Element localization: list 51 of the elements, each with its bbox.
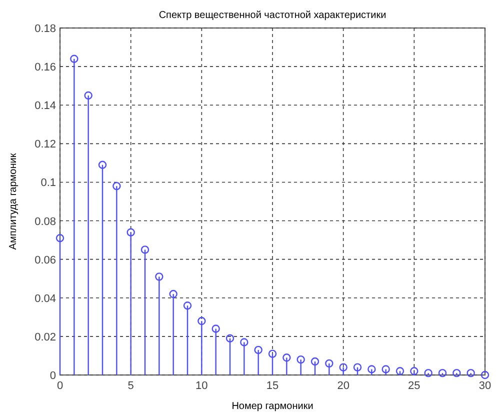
point — [480, 370, 490, 380]
point — [438, 368, 447, 378]
x-tick-label: 0 — [56, 380, 64, 392]
y-tick-label: 0.18 — [34, 23, 56, 35]
x-tick-label: 30 — [478, 380, 492, 392]
point — [452, 368, 461, 378]
point — [368, 365, 376, 374]
y-tick-label: 0.06 — [34, 254, 56, 266]
point — [140, 246, 150, 254]
point — [396, 367, 404, 376]
point — [353, 363, 362, 372]
point — [169, 290, 178, 298]
y-tick-label: 0.04 — [34, 292, 56, 305]
x-tick-label: 5 — [128, 380, 134, 392]
y-tick-label: 0.02 — [34, 331, 56, 344]
point — [240, 338, 248, 346]
point — [126, 228, 135, 236]
point — [70, 54, 78, 63]
point — [296, 355, 305, 364]
x-tick-label: 20 — [337, 380, 350, 392]
x-tick-label: 25 — [408, 380, 420, 392]
point — [98, 160, 107, 169]
point — [254, 346, 262, 354]
y-tick-label: 0.14 — [34, 100, 56, 112]
y-tick-label: 0.12 — [34, 138, 56, 151]
y-tick-label: 0 — [50, 370, 56, 382]
point — [282, 354, 291, 362]
x-axis-title: Номер гармоники — [232, 401, 314, 412]
x-tick-label: 10 — [196, 380, 208, 392]
point — [198, 316, 206, 326]
point — [466, 368, 475, 378]
point — [410, 367, 418, 376]
point — [339, 363, 348, 372]
y-tick-label: 0.1 — [40, 177, 56, 190]
point — [226, 334, 234, 342]
y-tick-label: 0.16 — [34, 62, 56, 74]
point — [212, 324, 220, 333]
x-tick-label: 15 — [266, 380, 279, 392]
point — [310, 357, 320, 366]
point — [56, 234, 64, 242]
point — [112, 182, 121, 190]
point — [268, 350, 277, 358]
point — [325, 359, 334, 368]
y-tick-label: 0.08 — [34, 216, 56, 228]
point — [155, 272, 164, 281]
point — [382, 365, 390, 374]
chart-title: Спектр вещественной частотной характеристики — [158, 10, 386, 21]
y-axis-title: Амплитуда гармоник — [8, 152, 19, 250]
point — [183, 302, 192, 310]
point — [424, 368, 432, 378]
point — [84, 91, 92, 100]
